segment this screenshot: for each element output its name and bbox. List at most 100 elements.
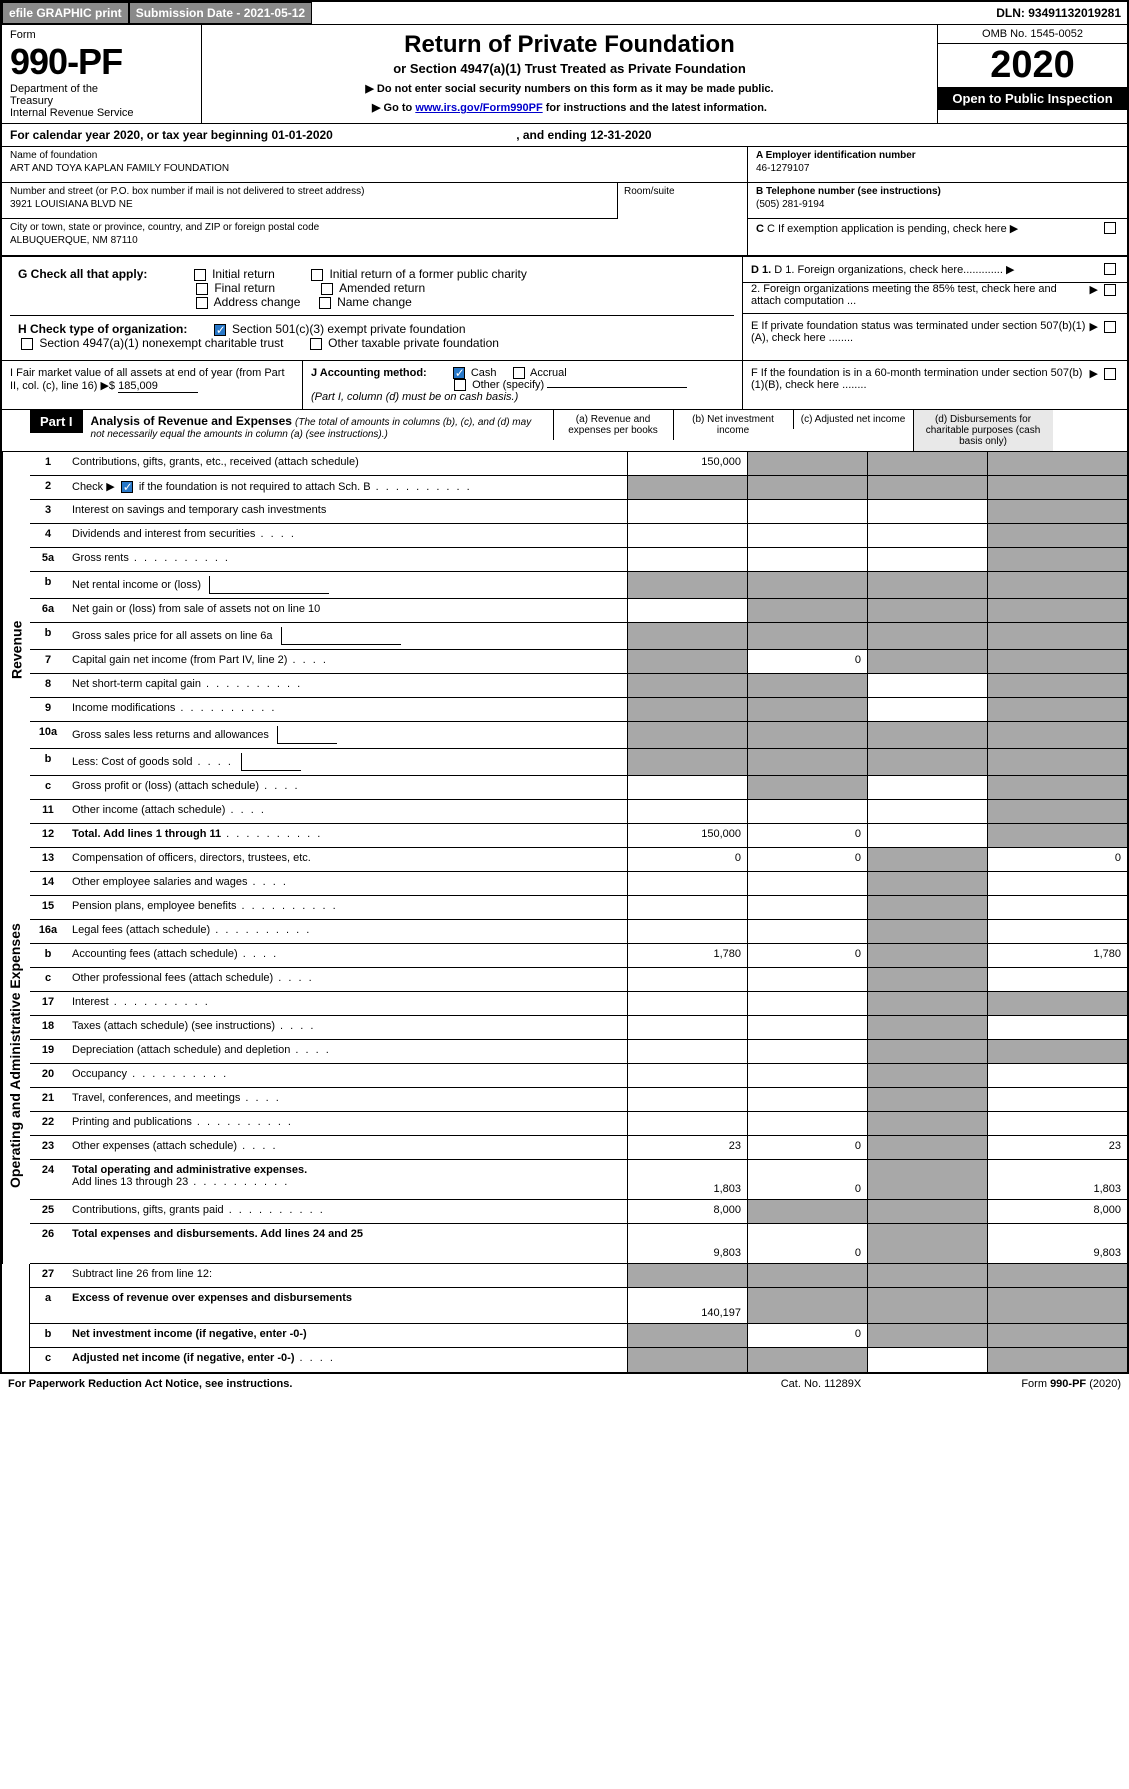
- line-24: 24Total operating and administrative exp…: [30, 1160, 1127, 1200]
- line-10b-a: [627, 749, 747, 775]
- line-11-b: [747, 800, 867, 823]
- line-19-a: [627, 1040, 747, 1063]
- line-5a-d: [987, 548, 1127, 571]
- line-27-section: 27Subtract line 26 from line 12: aExcess…: [2, 1264, 1127, 1372]
- final-checkbox[interactable]: [196, 283, 208, 295]
- line-7-b: 0: [747, 650, 867, 673]
- line-9-c: [867, 698, 987, 721]
- line-18-text: Taxes (attach schedule) (see instruction…: [72, 1020, 275, 1032]
- irs-link[interactable]: www.irs.gov/Form990PF: [415, 102, 542, 114]
- line-27c-d: [987, 1348, 1127, 1372]
- j-accrual-checkbox[interactable]: [513, 367, 525, 379]
- line-27-d: [987, 1264, 1127, 1287]
- form-container: efile GRAPHIC print Submission Date - 20…: [0, 0, 1129, 1374]
- col-b-head: (b) Net investment income: [673, 410, 793, 440]
- part1-label: Part I: [30, 410, 83, 433]
- j-other-checkbox[interactable]: [454, 379, 466, 391]
- line-6a-d: [987, 599, 1127, 622]
- name-change-checkbox[interactable]: [319, 297, 331, 309]
- line-3: 3Interest on savings and temporary cash …: [30, 500, 1127, 524]
- line-9-b: [747, 698, 867, 721]
- exempt-checkbox[interactable]: [1104, 222, 1116, 234]
- phone-value: (505) 281-9194: [756, 199, 1119, 210]
- line-18-b: [747, 1016, 867, 1039]
- expenses-side-label: Operating and Administrative Expenses: [2, 848, 30, 1264]
- line-14: 14Other employee salaries and wages: [30, 872, 1127, 896]
- line-19-c: [867, 1040, 987, 1063]
- e-checkbox[interactable]: [1104, 321, 1116, 333]
- line-27b-a: [627, 1324, 747, 1347]
- h-501c3-checkbox[interactable]: [214, 324, 226, 336]
- room-cell: Room/suite: [617, 183, 747, 219]
- revenue-section: Revenue 1Contributions, gifts, grants, e…: [2, 452, 1127, 848]
- part1-title: Analysis of Revenue and Expenses: [91, 414, 292, 428]
- initial-former-checkbox[interactable]: [311, 269, 323, 281]
- h-4947-checkbox[interactable]: [21, 338, 33, 350]
- line-20-b: [747, 1064, 867, 1087]
- g-label: G Check all that apply:: [18, 267, 147, 281]
- line-22-d: [987, 1112, 1127, 1135]
- cal-pre: For calendar year 2020, or tax year begi…: [10, 128, 271, 142]
- line-20-text: Occupancy: [72, 1068, 127, 1080]
- line-2-checkbox[interactable]: [121, 481, 133, 493]
- h-501c3-label: Section 501(c)(3) exempt private foundat…: [232, 322, 465, 336]
- line-17-b: [747, 992, 867, 1015]
- tax-year: 2020: [938, 44, 1127, 87]
- line-22-b: [747, 1112, 867, 1135]
- line-22-desc: Printing and publications: [66, 1112, 627, 1135]
- line-15-d: [987, 896, 1127, 919]
- line-11-a: [627, 800, 747, 823]
- info-grid: Name of foundation ART AND TOYA KAPLAN F…: [2, 147, 1127, 256]
- g-row: G Check all that apply: Initial return I…: [10, 261, 734, 315]
- line-10a-d: [987, 722, 1127, 748]
- line-5a: 5aGross rents: [30, 548, 1127, 572]
- line-13-d: 0: [987, 848, 1127, 871]
- line-5a-text: Gross rents: [72, 552, 129, 564]
- initial-former-label: Initial return of a former public charit…: [329, 267, 526, 281]
- addr-change-label: Address change: [214, 295, 301, 309]
- h-other-checkbox[interactable]: [310, 338, 322, 350]
- amended-checkbox[interactable]: [321, 283, 333, 295]
- header-note-1: ▶ Do not enter social security numbers o…: [214, 82, 925, 95]
- d1-checkbox[interactable]: [1104, 263, 1116, 275]
- line-27c-desc: Adjusted net income (if negative, enter …: [66, 1348, 627, 1372]
- line-1: 1Contributions, gifts, grants, etc., rec…: [30, 452, 1127, 476]
- line-21-desc: Travel, conferences, and meetings: [66, 1088, 627, 1111]
- ein-label: A Employer identification number: [756, 150, 1119, 161]
- d1-label: D 1. Foreign organizations, check here..…: [774, 264, 1003, 276]
- topbar: efile GRAPHIC print Submission Date - 20…: [2, 2, 1127, 25]
- line-2-post: if the foundation is not required to att…: [136, 481, 371, 493]
- i-value: 185,009: [118, 380, 198, 393]
- line-9-desc: Income modifications: [66, 698, 627, 721]
- j-cash-checkbox[interactable]: [453, 367, 465, 379]
- line-8-b: [747, 674, 867, 697]
- initial-checkbox[interactable]: [194, 269, 206, 281]
- line-16b-a: 1,780: [627, 944, 747, 967]
- line-27b-text: Net investment income (if negative, ente…: [72, 1328, 307, 1340]
- line-16c-a: [627, 968, 747, 991]
- d2-checkbox[interactable]: [1104, 284, 1116, 296]
- line-8-c: [867, 674, 987, 697]
- line-8-a: [627, 674, 747, 697]
- f-checkbox[interactable]: [1104, 368, 1116, 380]
- line-18-desc: Taxes (attach schedule) (see instruction…: [66, 1016, 627, 1039]
- addr-change-checkbox[interactable]: [196, 297, 208, 309]
- efile-button[interactable]: efile GRAPHIC print: [2, 2, 129, 24]
- name-change-label: Name change: [337, 295, 412, 309]
- line-6b-d: [987, 623, 1127, 649]
- revenue-rows: 1Contributions, gifts, grants, etc., rec…: [30, 452, 1127, 848]
- line-10b-desc: Less: Cost of goods sold: [66, 749, 627, 775]
- line-2-d: [987, 476, 1127, 499]
- phone-cell: B Telephone number (see instructions) (5…: [748, 183, 1127, 219]
- line-27-desc: Subtract line 26 from line 12:: [66, 1264, 627, 1287]
- line-27b-desc: Net investment income (if negative, ente…: [66, 1324, 627, 1347]
- line-9-text: Income modifications: [72, 702, 175, 714]
- addr-label: Number and street (or P.O. box number if…: [10, 186, 609, 197]
- line-27-rows: 27Subtract line 26 from line 12: aExcess…: [30, 1264, 1127, 1372]
- line-5b-c: [867, 572, 987, 598]
- phone-label: B Telephone number (see instructions): [756, 186, 1119, 197]
- line-11-desc: Other income (attach schedule): [66, 800, 627, 823]
- line-24-a: 1,803: [627, 1160, 747, 1199]
- info-right: A Employer identification number 46-1279…: [747, 147, 1127, 255]
- line-7-d: [987, 650, 1127, 673]
